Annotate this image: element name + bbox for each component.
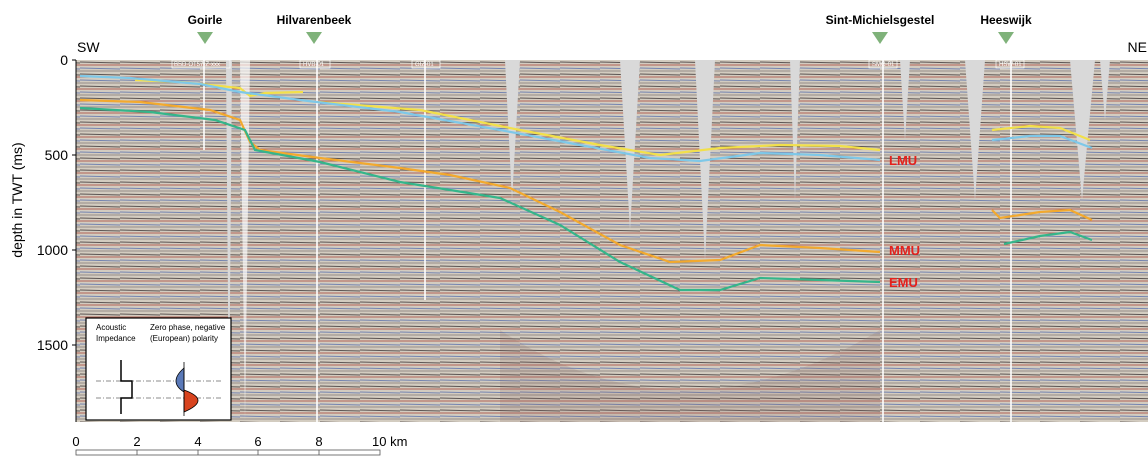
well-marker-sint-michielsgestel-icon xyxy=(872,32,888,44)
horizon-mmu-right xyxy=(991,208,1093,222)
well-name-goirle: Goirle xyxy=(188,13,223,27)
y-tick-0: 0 xyxy=(60,52,68,68)
well-tag-0: BSD-OT57-Z-xxx xyxy=(174,62,220,68)
well-tag-3: SMG-01 xyxy=(872,62,895,68)
horizon-lmu-right xyxy=(991,134,1093,150)
well-name-heeswijk: Heeswijk xyxy=(980,13,1032,27)
horizon-label-mmu: MMU xyxy=(889,243,920,258)
x-tick-0: 0 xyxy=(72,434,79,449)
well-name-sint-michielsgestel: Sint-Michielsgestel xyxy=(826,13,935,27)
y-axis: 0 500 1000 1500 depth in TWT (ms) xyxy=(9,52,77,422)
y-tick-1500: 1500 xyxy=(37,337,68,353)
orientation-right: NE xyxy=(1128,39,1147,55)
legend-col2-line2: (European) polarity xyxy=(150,334,218,343)
legend-col1-line1: Acoustic xyxy=(96,323,126,332)
well-tags: BSD-OT57-Z-xxx HVB-01 GIZ-01 SMG-01 HSW-… xyxy=(171,59,1025,69)
x-tick-8: 8 xyxy=(315,434,322,449)
legend-col2-line1: Zero phase, negative xyxy=(150,323,226,332)
well-marker-heeswijk-icon xyxy=(998,32,1014,44)
horizon-label-lmu: LMU xyxy=(889,153,917,168)
horizon-label-emu: EMU xyxy=(889,275,918,290)
orientation-left: SW xyxy=(77,39,100,55)
y-tick-500: 500 xyxy=(45,147,69,163)
y-tick-1000: 1000 xyxy=(37,242,68,258)
well-marker-hilvarenbeek-icon xyxy=(306,32,322,44)
horizon-emu xyxy=(79,106,881,292)
horizon-mmu xyxy=(79,98,881,264)
horizon-lines xyxy=(79,74,1093,292)
y-axis-label: depth in TWT (ms) xyxy=(9,142,25,257)
well-tag-1: HVB-01 xyxy=(303,62,325,68)
polarity-legend: Acoustic Impedance Zero phase, negative … xyxy=(85,317,232,421)
horizon-yellow-right xyxy=(991,124,1091,142)
horizon-labels: LMU MMU EMU xyxy=(889,153,920,290)
x-tick-2: 2 xyxy=(133,434,140,449)
x-tick-4: 4 xyxy=(194,434,201,449)
well-markers: Goirle Hilvarenbeek Sint-Michielsgestel … xyxy=(188,13,1032,44)
well-tag-4: HSW-01 xyxy=(999,62,1022,68)
impedance-step-icon xyxy=(120,360,133,414)
well-name-hilvarenbeek: Hilvarenbeek xyxy=(277,13,352,27)
well-lines xyxy=(203,60,1012,422)
legend-col1-line2: Impedance xyxy=(96,334,136,343)
horizon-emu-right xyxy=(1003,230,1093,246)
x-scale-bar: 0 2 4 6 8 10 km xyxy=(72,434,407,456)
x-tick-6: 6 xyxy=(254,434,261,449)
x-tick-10: 10 km xyxy=(372,434,407,449)
horizon-lmu xyxy=(79,74,881,163)
well-marker-goirle-icon xyxy=(197,32,213,44)
well-tag-2: GIZ-01 xyxy=(415,62,434,68)
